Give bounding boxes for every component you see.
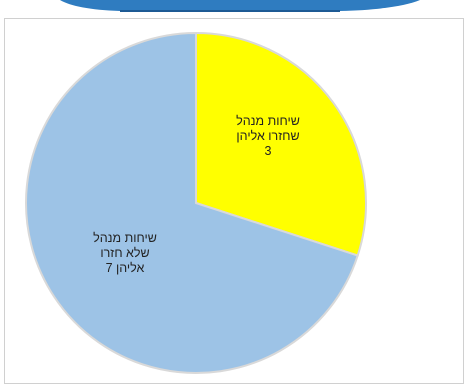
pie-slices — [26, 33, 366, 373]
pie-slice-label-line: 3 — [265, 144, 272, 158]
pie-slice-label-line: שחזרו אליהן — [236, 129, 299, 143]
pie-slice-label-line: שיחות מנהל — [93, 231, 157, 245]
pie-slice-label-line: שלא חזרו — [100, 246, 149, 260]
pie-slice-label-line: שיחות מנהל — [236, 114, 300, 128]
pie-slice-label-line: אליהן 7 — [106, 261, 145, 275]
